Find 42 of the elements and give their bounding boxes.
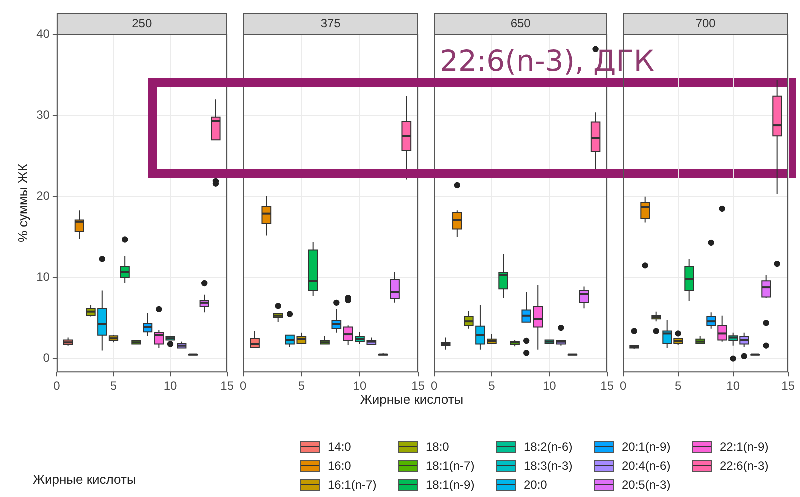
x-tick-label: 10	[164, 379, 178, 394]
x-tick-label: 5	[298, 379, 306, 394]
chart-title: 250	[132, 16, 152, 30]
y-axis-title: % суммы ЖК	[15, 164, 30, 243]
x-tick-label: 0	[430, 379, 438, 394]
x-tick-label: 15	[220, 379, 234, 394]
legend-label: 22:6(n-3)	[720, 459, 769, 473]
y-tick-label: 0	[43, 351, 50, 366]
legend-label: 18:3(n-3)	[524, 459, 573, 473]
chart-title: 375	[320, 16, 342, 30]
legend-label: 20:1(n-9)	[622, 440, 671, 454]
x-tick-label: 0	[54, 379, 61, 394]
x-tick-label: 10	[353, 379, 367, 394]
legend-label: 16:0	[328, 459, 352, 473]
x-tick-label: 15	[782, 379, 796, 394]
legend-label: 20:5(n-3)	[622, 478, 671, 492]
legend-label: 22:1(n-9)	[720, 440, 769, 454]
legend-label: 20:0	[524, 478, 548, 492]
x-tick-label: 15	[600, 379, 614, 394]
x-tick-label: 15	[412, 379, 426, 394]
x-tick-label: 0	[240, 379, 247, 394]
legend-label: 20:4(n-6)	[622, 459, 671, 473]
x-tick-label: 5	[488, 379, 496, 394]
y-tick-label: 20	[36, 189, 50, 204]
x-tick-label: 10	[726, 379, 740, 394]
x-axis-title: Жирные кислоты	[359, 392, 465, 407]
legend-label: 16:1(n-7)	[328, 478, 377, 492]
legend-label: 18:1(n-7)	[426, 459, 475, 473]
y-tick-label: 10	[36, 270, 50, 284]
chart-title: 700	[696, 16, 716, 30]
x-tick-label: 5	[110, 379, 118, 394]
y-tick-label: 40	[36, 27, 50, 42]
y-tick-label: 30	[36, 108, 50, 122]
x-tick-label: 0	[620, 379, 627, 394]
legend-label: 18:0	[426, 440, 450, 454]
x-tick-label: 5	[674, 379, 682, 394]
legend-label: 18:1(n-9)	[426, 478, 475, 492]
legend-label: 14:0	[328, 440, 352, 454]
legend-label: 18:2(n-6)	[524, 440, 573, 454]
chart-title: 650	[510, 16, 532, 30]
x-tick-label: 10	[542, 379, 557, 394]
legend-title: Жирные кислоты	[33, 472, 136, 487]
